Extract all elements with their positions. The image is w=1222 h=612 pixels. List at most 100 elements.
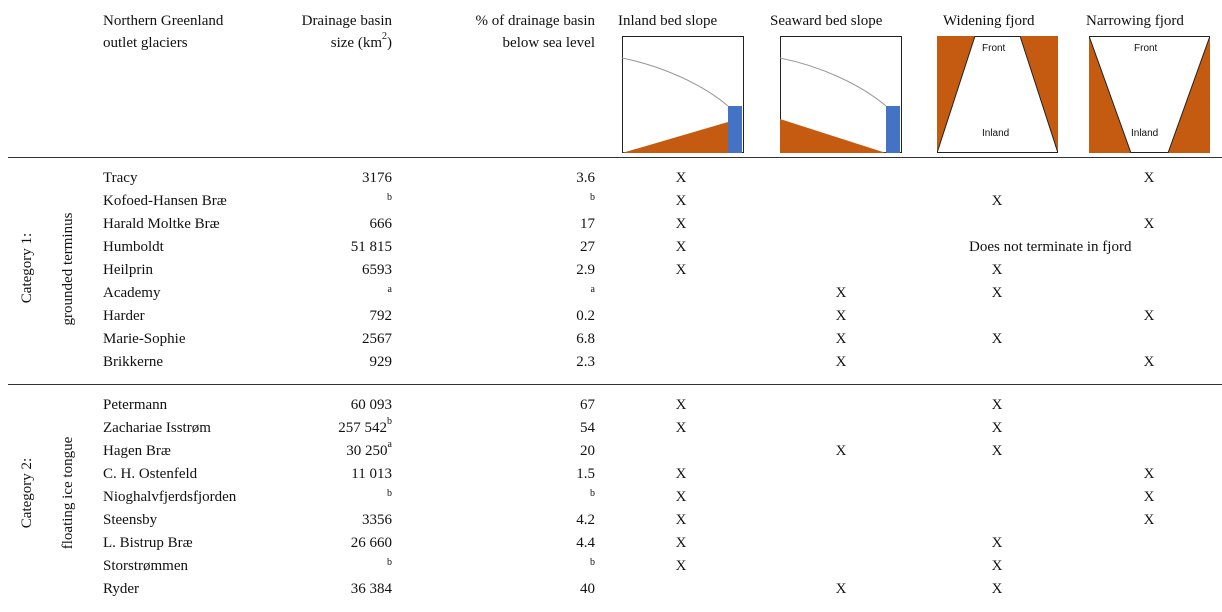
widening-fjord-mark: X: [991, 262, 1003, 278]
inland-slope-mark: X: [675, 193, 687, 209]
inland-slope-mark: X: [675, 239, 687, 255]
widening-inland-label: Inland: [982, 128, 1010, 139]
seaward-slope-mark: X: [835, 354, 847, 370]
glacier-name: Ryder: [103, 581, 140, 597]
below-sea-level-value: 2.3: [576, 354, 595, 370]
narrowing-fjord-mark: X: [1143, 170, 1155, 186]
glacier-name: Kofoed-Hansen Bræ: [103, 193, 227, 209]
inland-slope-mark: X: [675, 512, 687, 528]
category-divider-rule: [8, 384, 1222, 385]
header-size-line2: size (km2): [330, 31, 392, 52]
category-1-title: Category 1:: [19, 232, 35, 304]
narrowing-front-label: Front: [1134, 43, 1158, 54]
narrowing-fjord-diagram: [1089, 36, 1210, 153]
inland-slope-mark: X: [675, 466, 687, 482]
seaward-slope-mark: X: [835, 581, 847, 597]
header-pct-line2: below sea level: [502, 35, 595, 51]
below-sea-level-value: b: [590, 192, 595, 203]
glacier-name: Tracy: [103, 170, 138, 186]
below-sea-level-value: 2.9: [576, 262, 595, 278]
below-sea-level-value: 4.4: [576, 535, 595, 551]
inland-slope-mark: X: [675, 216, 687, 232]
header-basin-size: Drainage basin size (km2): [302, 10, 392, 54]
ice-surface-line: [622, 57, 729, 107]
basin-size-value: 3356: [362, 512, 392, 528]
inland-slope-mark: X: [675, 262, 687, 278]
widening-fjord-mark: X: [991, 285, 1003, 301]
glacier-name: Marie-Sophie: [103, 331, 186, 347]
header-size-line1: Drainage basin: [301, 13, 392, 29]
basin-size-value: a: [387, 284, 392, 295]
glacier-name: Petermann: [103, 397, 168, 413]
inland-slope-mark: X: [675, 420, 687, 436]
glacier-name: Zachariae Isstrøm: [103, 420, 211, 436]
ice-front-block: [886, 106, 900, 153]
basin-size-value: b: [387, 557, 392, 568]
ice-surface-line: [780, 57, 887, 107]
seaward-slope-mark: X: [835, 443, 847, 459]
header-glaciers-line1: Northern Greenland: [103, 13, 224, 29]
below-sea-level-value: 54: [580, 420, 595, 436]
basin-size-value: 30 250a: [346, 439, 392, 460]
widening-fjord-mark: X: [991, 397, 1003, 413]
below-sea-level-value: b: [590, 488, 595, 499]
below-sea-level-value: a: [590, 284, 595, 295]
widening-fjord-mark: X: [991, 331, 1003, 347]
header-below-sea-level: % of drainage basin below sea level: [475, 10, 595, 54]
seaward-slope-mark: X: [835, 285, 847, 301]
widening-fjord-mark: X: [991, 558, 1003, 574]
narrowing-fjord-mark: X: [1143, 489, 1155, 505]
widening-fjord-mark: X: [991, 443, 1003, 459]
inland-bed-slope-diagram: [622, 36, 744, 153]
category-2-subtitle: floating ice tongue: [60, 436, 76, 550]
glacier-name: Nioghalvfjerdsfjorden: [103, 489, 237, 505]
widening-fjord-mark: X: [991, 535, 1003, 551]
header-glaciers-line2: outlet glaciers: [103, 35, 188, 51]
header-inland-bed-slope: Inland bed slope: [618, 13, 718, 29]
header-pct-line1: % of drainage basin: [475, 13, 595, 29]
basin-size-value: 36 384: [350, 581, 392, 597]
widening-fjord-mark: X: [991, 420, 1003, 436]
seaward-slope-mark: X: [835, 331, 847, 347]
basin-size-value: 60 093: [350, 397, 392, 413]
below-sea-level-value: 17: [580, 216, 595, 232]
below-sea-level-value: 40: [580, 581, 595, 597]
glacier-name: Hagen Bræ: [103, 443, 171, 459]
basin-size-value: b: [387, 192, 392, 203]
below-sea-level-value: 27: [580, 239, 595, 255]
header-glaciers: Northern Greenland outlet glaciers: [103, 10, 223, 54]
inland-slope-mark: X: [675, 397, 687, 413]
seaward-slope-mark: X: [835, 308, 847, 324]
header-rule: [8, 157, 1222, 158]
basin-size-value: 26 660: [350, 535, 392, 551]
glacier-name: Steensby: [103, 512, 158, 528]
glacier-name: L. Bistrup Bræ: [103, 535, 193, 551]
narrowing-fjord-mark: X: [1143, 308, 1155, 324]
category-1-subtitle: grounded terminus: [60, 212, 76, 326]
below-sea-level-value: 67: [580, 397, 595, 413]
header-narrowing-fjord: Narrowing fjord: [1086, 13, 1184, 29]
basin-size-value: 666: [369, 216, 393, 232]
seaward-bed-slope-diagram: [780, 36, 902, 153]
glacier-name: Humboldt: [103, 239, 164, 255]
inland-slope-mark: X: [675, 558, 687, 574]
basin-size-value: 51 815: [350, 239, 392, 255]
basin-size-value: 792: [369, 308, 393, 324]
basin-size-value: 257 542b: [338, 416, 392, 437]
below-sea-level-value: 20: [580, 443, 595, 459]
narrowing-fjord-mark: X: [1143, 216, 1155, 232]
widening-fjord-diagram: [937, 36, 1058, 153]
header-widening-fjord: Widening fjord: [943, 13, 1035, 29]
basin-size-value: b: [387, 488, 392, 499]
widening-front-label: Front: [982, 43, 1006, 54]
inland-slope-mark: X: [675, 170, 687, 186]
ice-front-block: [728, 106, 742, 153]
below-sea-level-value: 6.8: [576, 331, 595, 347]
glacier-name: Academy: [103, 285, 161, 301]
glacier-name: Harald Moltke Bræ: [103, 216, 220, 232]
basin-size-value: 6593: [362, 262, 392, 278]
glacier-name: Brikkerne: [103, 354, 163, 370]
bed-wedge: [622, 122, 728, 153]
glacier-name: C. H. Ostenfeld: [103, 466, 198, 482]
glacier-name: Heilprin: [103, 262, 153, 278]
